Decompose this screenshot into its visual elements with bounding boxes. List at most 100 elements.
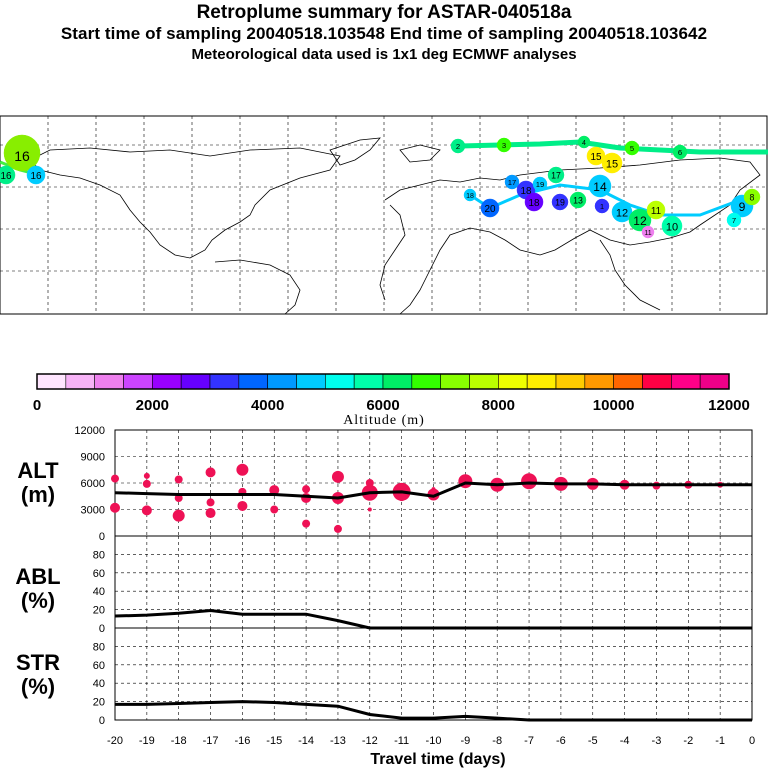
altitude-marker	[206, 498, 215, 507]
colorbar-swatch	[325, 373, 355, 390]
y-axis-unit: (%)	[21, 674, 55, 699]
altitude-marker	[302, 519, 311, 528]
altitude-marker	[205, 508, 216, 519]
chart-title: Retroplume summary for ASTAR-040518a	[196, 2, 572, 23]
y-tick-label: 40	[93, 678, 105, 690]
trajectory-day-label: 17	[551, 171, 561, 181]
y-tick-label: 0	[99, 623, 105, 635]
trajectory-cluster-marker	[588, 174, 612, 198]
y-tick-label: 60	[93, 568, 105, 580]
y-axis-unit: (m)	[21, 482, 55, 507]
colorbar-swatch	[613, 373, 643, 390]
trajectory-day-label: 5	[630, 144, 634, 153]
colorbar-swatch	[526, 373, 557, 390]
trajectory-cluster-marker	[463, 188, 477, 202]
trajectory-cluster-marker	[524, 192, 544, 212]
y-axis-label: ALT	[17, 458, 59, 483]
x-tick-label: -15	[266, 735, 282, 747]
colorbar-swatch	[469, 373, 499, 390]
y-tick-label: 12000	[74, 425, 105, 437]
trajectory-day-label: 3	[502, 141, 506, 150]
colorbar-tick-label: 8000	[482, 397, 515, 414]
altitude-marker	[110, 502, 120, 513]
y-tick-label: 6000	[81, 478, 105, 490]
trajectory-line	[459, 139, 768, 155]
colorbar-swatch	[353, 373, 384, 390]
trajectory-day-label: 15	[606, 159, 618, 171]
x-tick-label: -1	[715, 735, 725, 747]
met-data-note: Meteorological data used is 1x1 deg ECMW…	[191, 46, 577, 63]
trajectory-day-label: 10	[666, 222, 678, 234]
colorbar-tick-label: 4000	[251, 397, 284, 414]
altitude-marker	[270, 505, 279, 514]
colorbar-swatch	[382, 373, 413, 390]
altitude-marker	[431, 487, 436, 492]
x-tick-label: -5	[588, 735, 598, 747]
trajectory-day-label: 15	[591, 152, 602, 163]
trajectory-day-label: 4	[582, 140, 586, 147]
x-tick-label: -16	[234, 735, 250, 747]
y-tick-label: 0	[99, 715, 105, 727]
colorbar-swatch	[555, 373, 586, 390]
trajectory-cluster-marker	[601, 152, 623, 174]
trajectory-day-label: 11	[644, 230, 651, 237]
altitude-marker	[205, 467, 216, 478]
y-tick-label: 20	[93, 605, 105, 617]
colorbar-swatch	[642, 373, 672, 390]
trajectory-cluster-marker	[646, 200, 666, 220]
colorbar-swatch	[238, 373, 268, 390]
y-tick-label: 40	[93, 586, 105, 598]
trajectory-day-label: 6	[678, 148, 682, 157]
trajectory-cluster-marker	[624, 140, 640, 156]
x-tick-label: -12	[362, 735, 378, 747]
coastline	[599, 239, 661, 311]
trajectory-cluster-marker	[480, 198, 500, 218]
trajectory-day-label: 7	[732, 216, 736, 225]
trajectory-cluster-marker	[672, 144, 688, 160]
altitude-marker	[302, 485, 311, 494]
x-tick-label: -6	[556, 735, 566, 747]
altitude-marker	[237, 500, 248, 511]
y-axis-label: ABL	[15, 564, 60, 589]
trajectory-day-label: 16	[14, 148, 30, 164]
x-tick-label: -13	[330, 735, 346, 747]
colorbar-swatch	[123, 373, 153, 390]
x-tick-label: -11	[394, 735, 409, 747]
trajectory-cluster-marker	[611, 201, 633, 223]
trajectory-cluster-marker	[661, 215, 683, 237]
abl-series-line	[114, 609, 752, 630]
trajectory-day-label: 16	[31, 171, 42, 182]
trajectory-cluster-marker	[577, 135, 591, 149]
y-tick-label: 9000	[81, 452, 105, 464]
altitude-marker	[174, 475, 183, 484]
y-axis-label: STR	[16, 650, 60, 675]
x-tick-label: -8	[492, 735, 502, 747]
x-tick-label: -18	[171, 735, 187, 747]
colorbar-swatch	[65, 373, 95, 390]
coastline	[214, 259, 301, 315]
trajectory-day-label: 2	[456, 142, 460, 151]
trajectory-cluster-marker	[551, 193, 569, 211]
trajectory-cluster-marker	[0, 165, 16, 185]
trajectory-day-label: 19	[555, 198, 565, 208]
trajectory-cluster-marker	[726, 212, 742, 228]
trajectory-day-label: 14	[593, 180, 607, 194]
y-tick-label: 60	[93, 660, 105, 672]
colorbar-swatch	[152, 373, 182, 390]
trajectory-day-label: 11	[651, 206, 662, 217]
y-tick-label: 20	[93, 697, 105, 709]
x-tick-label: -20	[107, 735, 123, 747]
altitude-marker	[331, 470, 344, 483]
trajectory-cluster-marker	[3, 134, 41, 172]
altitude-marker	[333, 524, 342, 533]
trajectory-day-label: 18	[529, 198, 540, 209]
colorbar-swatch	[209, 373, 240, 390]
altitude-marker	[236, 463, 249, 476]
y-tick-label: 3000	[81, 505, 105, 517]
colorbar-swatch	[699, 373, 730, 390]
altitude-marker	[521, 473, 538, 490]
sampling-times: Start time of sampling 20040518.103548 E…	[60, 24, 708, 43]
colorbar-swatch	[267, 373, 297, 390]
